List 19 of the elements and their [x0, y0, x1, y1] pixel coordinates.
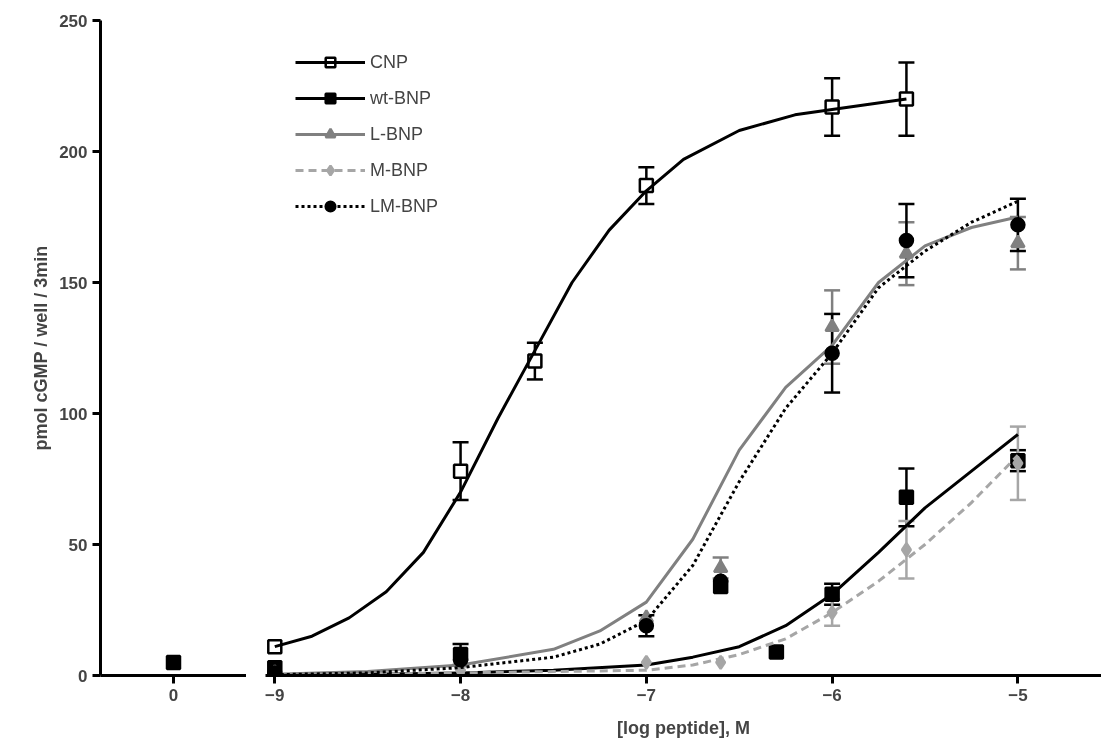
y-tick-label: 50: [68, 535, 88, 555]
y-tick-label: 200: [59, 142, 88, 162]
x-tick-label: −7: [636, 685, 657, 705]
legend-label: CNP: [370, 51, 409, 73]
y-tick-label: 150: [59, 273, 88, 293]
legend-label: M-BNP: [370, 159, 428, 181]
y-tick-label: 0: [78, 666, 88, 686]
legend-label: L-BNP: [370, 123, 424, 145]
legend-label: wt-BNP: [370, 87, 432, 109]
x-tick-label: −9: [265, 685, 285, 705]
x-axis-title: [log peptide], M: [617, 717, 750, 738]
y-tick-label: 250: [59, 11, 88, 31]
y-tick-label: 100: [59, 404, 88, 424]
x-tick-label: 0: [168, 685, 179, 705]
x-tick-label: −6: [822, 685, 842, 705]
x-tick-label: −5: [1008, 685, 1028, 705]
legend-label: LM-BNP: [370, 195, 439, 217]
x-tick-label: −8: [450, 685, 471, 705]
y-axis-title: pmol cGMP / well / 3min: [31, 245, 52, 451]
